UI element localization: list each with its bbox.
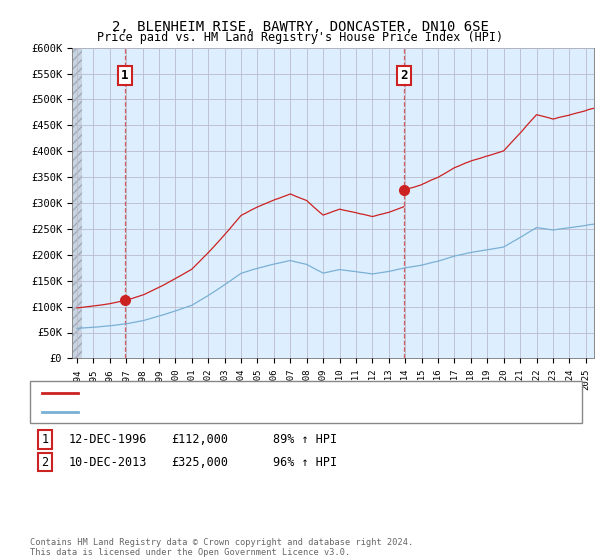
Text: £325,000: £325,000	[171, 455, 228, 469]
Text: HPI: Average price, detached house, Doncaster: HPI: Average price, detached house, Donc…	[87, 407, 357, 417]
Text: 2: 2	[400, 69, 407, 82]
Text: 96% ↑ HPI: 96% ↑ HPI	[273, 455, 337, 469]
Text: 89% ↑ HPI: 89% ↑ HPI	[273, 433, 337, 446]
Bar	[72, 48, 82, 358]
Text: 2, BLENHEIM RISE, BAWTRY, DONCASTER, DN10 6SE (detached house): 2, BLENHEIM RISE, BAWTRY, DONCASTER, DN1…	[87, 388, 459, 398]
Text: Contains HM Land Registry data © Crown copyright and database right 2024.
This d: Contains HM Land Registry data © Crown c…	[30, 538, 413, 557]
Text: 10-DEC-2013: 10-DEC-2013	[69, 455, 148, 469]
Text: 2: 2	[41, 455, 49, 469]
Text: 1: 1	[121, 69, 128, 82]
Text: £112,000: £112,000	[171, 433, 228, 446]
Text: 1: 1	[41, 433, 49, 446]
Text: 2, BLENHEIM RISE, BAWTRY, DONCASTER, DN10 6SE: 2, BLENHEIM RISE, BAWTRY, DONCASTER, DN1…	[112, 20, 488, 34]
Text: Price paid vs. HM Land Registry's House Price Index (HPI): Price paid vs. HM Land Registry's House …	[97, 31, 503, 44]
Text: 12-DEC-1996: 12-DEC-1996	[69, 433, 148, 446]
